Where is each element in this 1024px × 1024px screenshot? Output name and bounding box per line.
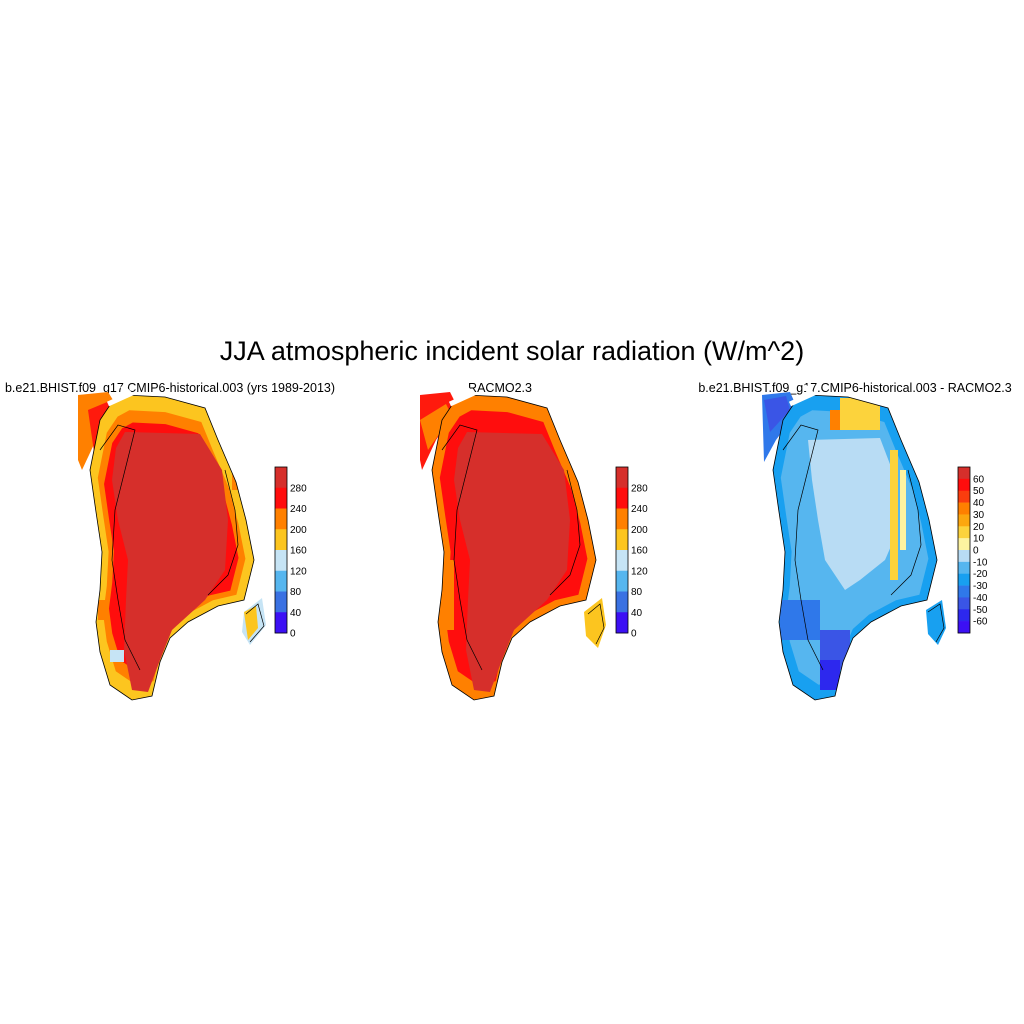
colorbar-tick-label: 80	[631, 587, 643, 598]
colorbar-tick-label: 80	[290, 587, 302, 598]
main-title: JJA atmospheric incident solar radiation…	[219, 336, 805, 366]
colorbar-frame	[274, 466, 288, 634]
colorbar-swatch	[616, 508, 628, 530]
colorbar-tick-label: 0	[973, 546, 979, 557]
colorbar-swatch	[616, 529, 628, 551]
colorbar-swatch	[958, 490, 970, 503]
colorbar-swatch	[958, 514, 970, 527]
colorbar-tick-label: 40	[631, 608, 643, 619]
colorbar-swatch	[958, 573, 970, 586]
colorbar-tick-label: 10	[973, 534, 985, 545]
colorbar-swatch	[275, 612, 287, 634]
panel-title-model: b.e21.BHIST.f09_g17.CMIP6-historical.003…	[4, 381, 336, 395]
colorbar-tick-label: 120	[631, 566, 648, 577]
map-racmo	[420, 384, 606, 701]
colorbar-tick-label: 0	[290, 629, 296, 640]
colorbar-swatch	[958, 585, 970, 598]
map-difference	[762, 384, 946, 701]
colorbar-tick-label: 50	[973, 486, 985, 497]
colorbar-tick-label: 20	[973, 522, 985, 533]
colorbar-tick-label: 40	[290, 608, 302, 619]
colorbar-swatch	[958, 550, 970, 563]
colorbar-tick-label: 200	[631, 525, 648, 536]
colorbar-tick-label: 280	[290, 483, 307, 494]
colorbar-model: 280 240 200 160 120 80 40 0	[274, 466, 307, 640]
colorbar-tick-label: 120	[290, 566, 307, 577]
colorbar-swatch	[616, 612, 628, 634]
panel-title-difference: b.e21.BHIST.f09_g17.CMIP6-historical.003…	[698, 381, 1012, 395]
colorbar-swatch	[958, 621, 970, 634]
colorbar-swatch	[616, 570, 628, 592]
colorbar-swatch	[958, 478, 970, 492]
colorbar-tick-label: 280	[631, 483, 648, 494]
colorbar-tick-label: -50	[973, 605, 988, 616]
colorbar-swatch	[616, 487, 628, 509]
colorbar-swatch	[616, 550, 628, 572]
colorbar-swatch	[958, 538, 970, 551]
colorbar-tick-label: 40	[973, 498, 985, 509]
colorbar-swatch	[958, 561, 970, 575]
colorbar-swatch	[616, 591, 628, 613]
colorbar-racmo: 280 240 200 160 120 80 40 0	[615, 466, 648, 640]
colorbar-tick-label: 240	[290, 504, 307, 515]
colorbar-tick-label: -40	[973, 593, 988, 604]
colorbar-tick-label: -60	[973, 617, 988, 628]
colorbar-swatch	[958, 526, 970, 539]
colorbar-frame	[957, 466, 971, 634]
colorbar-tick-label: 160	[631, 546, 648, 557]
colorbar-tick-label: 60	[973, 474, 985, 485]
colorbar-tick-label: 160	[290, 546, 307, 557]
colorbar-tick-label: -20	[973, 569, 988, 580]
colorbar-swatch	[275, 570, 287, 592]
colorbar-tick-label: 30	[973, 510, 985, 521]
colorbar-frame	[615, 466, 629, 634]
colorbar-tick-label: 240	[631, 504, 648, 515]
colorbar-swatch	[275, 487, 287, 509]
colorbar-tick-label: -30	[973, 581, 988, 592]
colorbar-tick-label: 0	[631, 629, 637, 640]
colorbar-swatch	[958, 502, 970, 515]
colorbar-swatch	[958, 609, 970, 622]
map-model	[78, 384, 266, 701]
colorbar-swatch	[958, 467, 970, 480]
colorbar-tick-label: -10	[973, 557, 988, 568]
colorbar-swatch	[958, 597, 970, 610]
colorbar-swatch	[616, 467, 628, 489]
colorbar-swatch	[275, 550, 287, 572]
colorbar-swatch	[275, 467, 287, 489]
colorbar-tick-label: 200	[290, 525, 307, 536]
panel-title-racmo: RACMO2.3	[468, 381, 532, 395]
colorbar-swatch	[275, 508, 287, 530]
colorbar-swatch	[275, 591, 287, 613]
colorbar-swatch	[275, 529, 287, 551]
